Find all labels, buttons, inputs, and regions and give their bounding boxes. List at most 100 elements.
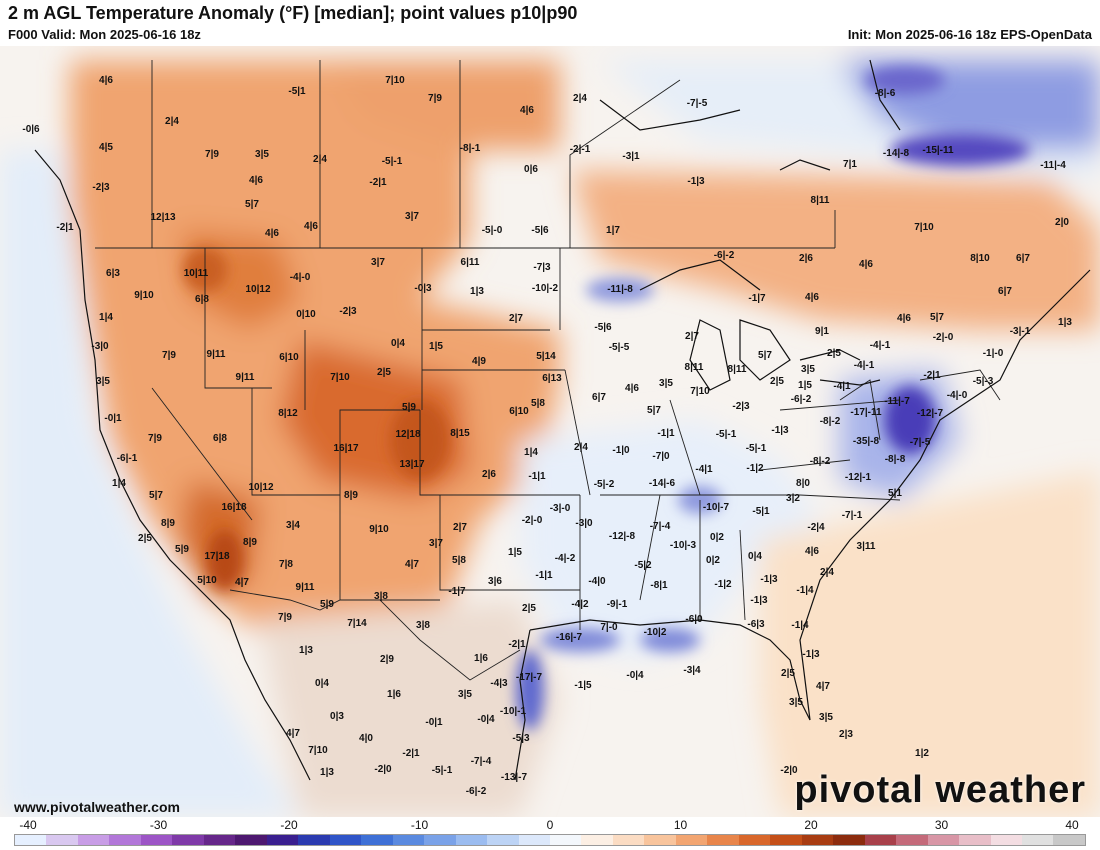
point-value-label: -6|-2 <box>466 786 487 797</box>
point-value-label: -1|3 <box>771 425 789 436</box>
point-value-label: -10|-2 <box>532 283 559 294</box>
point-value-label: -2|0 <box>780 765 798 776</box>
point-value-label: 2|7 <box>453 522 467 533</box>
point-value-label: -5|2 <box>634 560 652 571</box>
point-value-label: 16|18 <box>221 502 246 513</box>
point-value-label: 4|6 <box>859 259 873 270</box>
point-value-label: 2|4 <box>574 442 588 453</box>
colorbar-swatch <box>15 835 47 845</box>
colorbar-tick-label: -40 <box>19 818 37 832</box>
point-value-label: 6|13 <box>542 373 562 384</box>
point-value-label: 6|10 <box>509 406 529 417</box>
map-title: 2 m AGL Temperature Anomaly (°F) [median… <box>8 3 578 23</box>
point-value-label: -8|-8 <box>885 454 906 465</box>
point-value-label: -5|-1 <box>746 443 767 454</box>
point-value-label: -2|1 <box>508 639 526 650</box>
anomaly-shading <box>0 60 1100 817</box>
colorbar-ticks: -40 -30 -20 -10 0 10 20 30 40 <box>0 818 1100 834</box>
point-value-label: -4|1 <box>695 464 713 475</box>
point-value-label: 9|10 <box>134 290 154 301</box>
point-value-label: 8|0 <box>796 478 810 489</box>
brand-logo: pivotal weather <box>794 769 1086 811</box>
point-value-label: -6|3 <box>747 619 765 630</box>
point-value-label: 8|15 <box>450 428 470 439</box>
point-value-label: -8|1 <box>650 580 668 591</box>
colorbar-tick-label: -30 <box>149 818 168 832</box>
point-value-label: 1|2 <box>915 748 929 759</box>
point-value-label: 8|9 <box>161 518 175 529</box>
point-value-label: 2|4 <box>820 567 834 578</box>
point-value-label: 5|7 <box>149 490 163 501</box>
point-value-label: 3|7 <box>405 211 419 222</box>
point-value-label: -6|0 <box>685 614 703 625</box>
point-value-label: -3|1 <box>622 151 640 162</box>
point-value-label: 2|5 <box>377 367 391 378</box>
point-value-label: 0|10 <box>296 309 316 320</box>
point-value-label: 3|5 <box>789 697 803 708</box>
point-value-label: -7|-1 <box>842 510 863 521</box>
point-value-label: -7|3 <box>533 262 551 273</box>
point-value-label: -1|1 <box>657 428 675 439</box>
point-value-label: 1|4 <box>99 312 113 323</box>
point-value-label: -1|3 <box>750 595 768 606</box>
point-value-label: 1|4 <box>112 478 126 489</box>
point-value-label: 6|10 <box>279 352 299 363</box>
point-value-label: -0|3 <box>414 283 432 294</box>
point-value-label: 5|14 <box>536 351 556 362</box>
point-value-label: 2|6 <box>482 469 496 480</box>
point-value-label: 9|11 <box>296 582 315 593</box>
point-value-label: 2|7 <box>509 313 523 324</box>
point-value-label: 7|-0 <box>600 622 618 633</box>
point-value-label: 3|11 <box>857 541 876 552</box>
point-value-label: 0|3 <box>330 711 344 722</box>
point-value-label: -1|2 <box>714 579 732 590</box>
point-value-label: 7|10 <box>308 745 328 756</box>
point-value-label: -0|4 <box>626 670 644 681</box>
colorbar-swatch <box>77 835 110 845</box>
point-value-label: 3|8 <box>374 591 388 602</box>
point-value-label: 1|5 <box>508 547 522 558</box>
point-value-label: -3|-1 <box>1010 326 1031 337</box>
point-value-label: 0|4 <box>391 338 405 349</box>
point-value-label: 4|6 <box>520 105 534 116</box>
point-value-label: 16|17 <box>333 443 358 454</box>
point-value-label: 2|4 <box>573 93 587 104</box>
colorbar-swatch <box>298 835 330 845</box>
point-value-label: 4|6 <box>625 383 639 394</box>
point-value-label: 6|7 <box>592 392 606 403</box>
colorbar-tick-label: -20 <box>280 818 298 832</box>
point-value-label: 1|4 <box>524 447 538 458</box>
point-value-label: -6|-2 <box>791 394 812 405</box>
point-value-label: 2|0 <box>1055 217 1069 228</box>
colorbar-tick-label: 30 <box>934 818 949 832</box>
point-value-label: 3|5 <box>659 378 673 389</box>
point-value-label: 5|7 <box>758 350 772 361</box>
valid-time: F000 Valid: Mon 2025-06-16 18z <box>8 27 201 42</box>
point-value-label: -5|-1 <box>382 156 403 167</box>
point-value-label: -2|-0 <box>933 332 954 343</box>
point-value-label: 6|8 <box>213 433 227 444</box>
point-value-label: 9|11 <box>236 372 255 383</box>
point-values: 4|6-5|17|107|9 2|4 -7|-5-8|-6-0|62|44|64|5… <box>22 75 1072 797</box>
point-value-label: -1|4 <box>796 585 814 596</box>
point-value-label: -5|3 <box>512 733 530 744</box>
point-value-label: 6|11 <box>461 257 480 268</box>
colorbar-swatch <box>46 835 78 845</box>
point-value-label: -7|-5 <box>687 98 708 109</box>
point-value-label: -12|-8 <box>609 531 636 542</box>
point-value-label: 6|7 <box>1016 253 1030 264</box>
point-value-label: -1|1 <box>535 570 553 581</box>
point-value-label: -7|-4 <box>471 756 492 767</box>
point-value-label: 2|6 <box>799 253 813 264</box>
point-value-label: -10|-1 <box>500 706 527 717</box>
colorbar-swatch <box>959 835 991 845</box>
map-header: 2 m AGL Temperature Anomaly (°F) [median… <box>0 0 1100 46</box>
point-value-label: -12|-7 <box>917 408 944 419</box>
point-value-label: 4|6 <box>249 175 263 186</box>
colorbar-swatch <box>675 835 708 845</box>
point-value-label: -10|2 <box>644 627 667 638</box>
point-value-label: 7|9 <box>162 350 176 361</box>
point-value-label: 7|8 <box>279 559 293 570</box>
point-value-label: 5|9 <box>175 544 189 555</box>
colorbar-swatch <box>927 835 960 845</box>
